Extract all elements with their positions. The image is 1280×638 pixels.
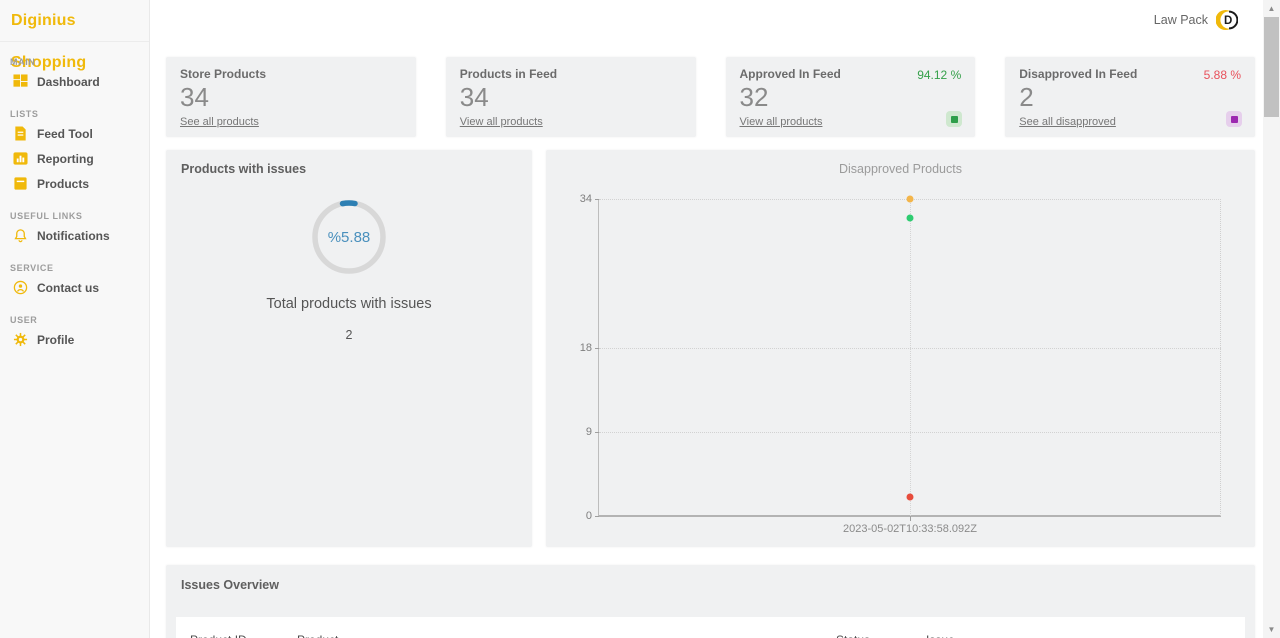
- sidebar-item-notifications[interactable]: Notifications: [0, 223, 149, 248]
- sidebar-item-label: Notifications: [37, 228, 110, 243]
- data-point-store-products[interactable]: [906, 195, 914, 203]
- x-tick-mark: [910, 516, 911, 521]
- y-tick-mark: [595, 348, 599, 350]
- issues-donut-chart: %5.88: [310, 198, 388, 276]
- topbar: Law Pack D: [151, 0, 1263, 40]
- app-logo: Diginius Shopping: [0, 0, 149, 71]
- donut-caption: Total products with issues: [266, 296, 432, 312]
- scatter-plot-area: 2023-05-02T10:33:58.092Z 0 9 18 34: [580, 193, 1221, 535]
- stat-value: 34: [180, 82, 209, 112]
- stat-card-store-products: Store Products 34 See all products: [166, 57, 416, 137]
- stat-title: Approved In Feed: [739, 67, 841, 81]
- account-avatar[interactable]: D: [1215, 9, 1239, 31]
- approved-icon: [946, 111, 963, 127]
- y-gridline: [599, 348, 1221, 350]
- data-point-disapproved-in-feed[interactable]: [906, 493, 914, 501]
- sidebar-item-label: Contact us: [37, 280, 100, 295]
- disapproved-icon: [1226, 111, 1242, 127]
- column-header-product-id[interactable]: Product ID: [190, 633, 297, 638]
- report-chart-icon: [13, 151, 28, 166]
- y-tick-label: 9: [585, 426, 592, 439]
- sidebar: Diginius Shopping MAIN Dashboard LISTS F…: [0, 0, 150, 638]
- section-label-useful-links: USEFUL LINKS: [10, 211, 83, 221]
- donut-percent-label: %5.88: [327, 228, 371, 246]
- box-icon: [13, 176, 28, 191]
- sidebar-item-label: Profile: [37, 332, 75, 347]
- y-tick-label: 18: [579, 342, 592, 355]
- section-label-user: USER: [10, 315, 38, 325]
- approved-percent: 94.12 %: [917, 68, 962, 82]
- panel-title: Products with issues: [181, 162, 307, 176]
- data-point-approved-in-feed[interactable]: [906, 214, 914, 222]
- see-all-disapproved-link[interactable]: See all disapproved: [1019, 115, 1116, 128]
- second-row: Products with issues %5.88 Total product…: [166, 150, 1255, 547]
- sidebar-item-label: Products: [37, 176, 90, 191]
- sidebar-item-label: Feed Tool: [37, 126, 93, 141]
- x-axis-label: 2023-05-02T10:33:58.092Z: [843, 523, 977, 535]
- stat-card-approved-in-feed: Approved In Feed 94.12 % 32 View all pro…: [725, 57, 976, 137]
- stat-title: Disapproved In Feed: [1019, 67, 1138, 81]
- column-header-product[interactable]: Product: [297, 633, 836, 638]
- column-header-issue[interactable]: Issue: [926, 633, 1245, 638]
- sidebar-item-products[interactable]: Products: [0, 171, 149, 196]
- issues-overview-title: Issues Overview: [181, 578, 279, 592]
- scrollbar-thumb[interactable]: [1264, 17, 1279, 117]
- stat-card-row: Store Products 34 See all products Produ…: [166, 57, 1255, 137]
- sidebar-item-reporting[interactable]: Reporting: [0, 146, 149, 171]
- sidebar-item-label: Reporting: [37, 151, 94, 166]
- chart-title: Disapproved Products: [839, 162, 962, 176]
- main-content: Store Products 34 See all products Produ…: [151, 40, 1263, 638]
- sidebar-item-contact-us[interactable]: Contact us: [0, 275, 149, 300]
- column-header-status[interactable]: Status: [836, 633, 926, 638]
- y-tick-mark: [595, 199, 599, 200]
- y-tick-label: 0: [585, 510, 592, 522]
- y-gridline: [599, 432, 1221, 434]
- gear-icon: [13, 332, 28, 347]
- section-label-lists: LISTS: [10, 109, 39, 119]
- sidebar-item-label: Dashboard: [37, 74, 100, 89]
- center-gridline: [910, 199, 911, 516]
- stat-title: Store Products: [180, 67, 267, 81]
- issues-table-header-row: Product ID Product Status Issue: [190, 633, 1245, 638]
- stat-title: Products in Feed: [459, 67, 558, 81]
- stat-value: 32: [739, 82, 769, 112]
- sidebar-item-dashboard[interactable]: Dashboard: [0, 69, 149, 94]
- stat-card-products-in-feed: Products in Feed 34 View all products: [445, 57, 696, 137]
- sidebar-item-profile[interactable]: Profile: [0, 327, 149, 352]
- disapproved-percent: 5.88 %: [1203, 68, 1241, 82]
- vertical-scrollbar[interactable]: ▲ ▼: [1263, 0, 1280, 638]
- issues-table: Product ID Product Status Issue: [176, 617, 1245, 638]
- issues-overview-card: Issues Overview Product ID Product Statu…: [166, 565, 1255, 638]
- disapproved-products-chart-card: Disapproved Products 2023-05-02T10:33:58…: [546, 150, 1255, 547]
- y-tick-label: 34: [579, 193, 592, 205]
- dashboard-grid-icon: [13, 74, 28, 89]
- section-label-service: SERVICE: [10, 263, 54, 273]
- bell-icon: [13, 228, 28, 243]
- account-name[interactable]: Law Pack: [1153, 13, 1208, 27]
- person-icon: [13, 280, 28, 295]
- donut-arc: [312, 200, 386, 274]
- scroll-down-icon[interactable]: ▼: [1267, 625, 1276, 634]
- view-all-products-link[interactable]: View all products: [739, 115, 823, 128]
- section-label-main: MAIN: [10, 57, 36, 67]
- sidebar-item-feed-tool[interactable]: Feed Tool: [0, 121, 149, 146]
- view-all-products-link[interactable]: View all products: [459, 115, 543, 128]
- products-with-issues-card: Products with issues %5.88 Total product…: [166, 150, 532, 547]
- scroll-up-icon[interactable]: ▲: [1267, 4, 1276, 13]
- plot-right-border: [1220, 199, 1221, 516]
- stat-value: 2: [1019, 82, 1034, 112]
- avatar-letter: D: [1224, 15, 1232, 27]
- y-tick-mark: [595, 516, 599, 517]
- stat-card-disapproved-in-feed: Disapproved In Feed 5.88 % 2 See all dis…: [1005, 57, 1255, 137]
- stat-value: 34: [459, 82, 489, 112]
- see-all-products-link[interactable]: See all products: [180, 115, 259, 128]
- issues-total-value: 2: [345, 328, 353, 342]
- file-icon: [13, 126, 28, 141]
- y-tick-mark: [595, 432, 599, 434]
